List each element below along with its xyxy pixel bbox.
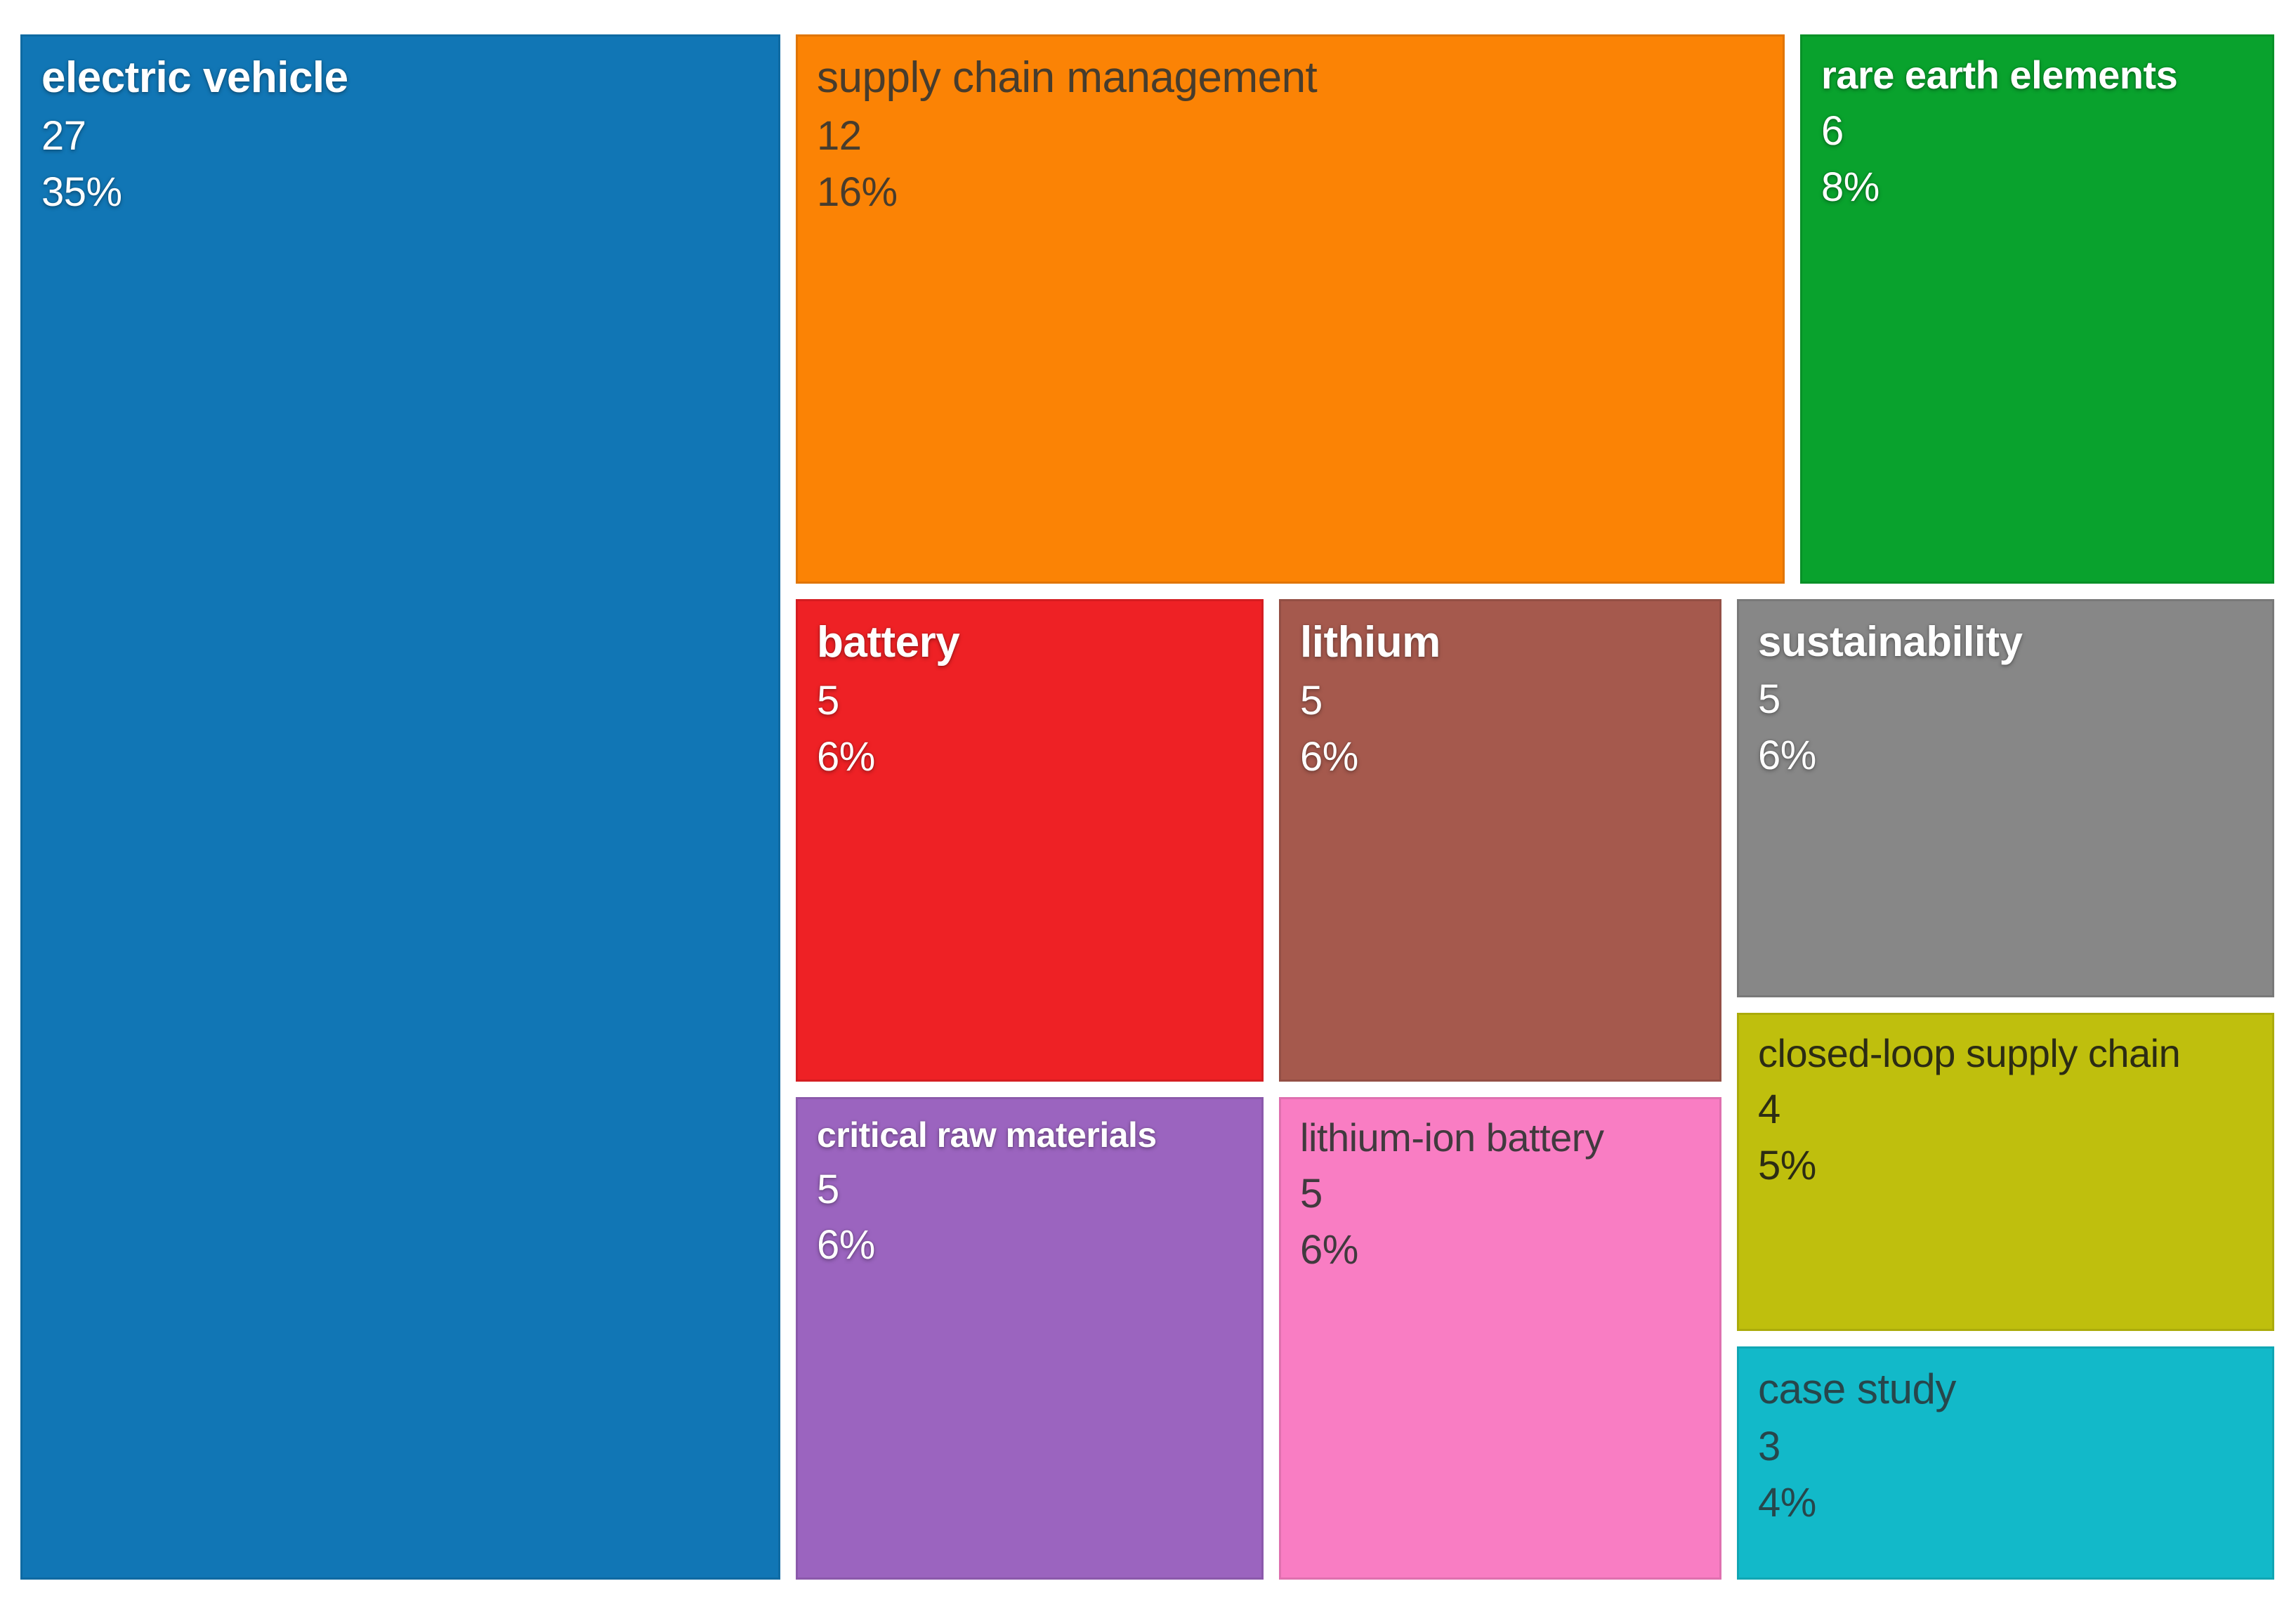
tile-percent: 8% bbox=[1821, 164, 1880, 211]
tile-count: 6 bbox=[1821, 108, 1844, 155]
treemap-tile-lithium-ion-battery[interactable]: lithium-ion battery 5 6% bbox=[1279, 1097, 1721, 1580]
tile-label: battery bbox=[817, 618, 960, 667]
tile-count: 5 bbox=[1300, 1171, 1323, 1217]
treemap-tile-electric-vehicle[interactable]: electric vehicle 27 35% bbox=[20, 34, 780, 1580]
treemap-tile-supply-chain-management[interactable]: supply chain management 12 16% bbox=[796, 34, 1785, 584]
treemap-tile-lithium[interactable]: lithium 5 6% bbox=[1279, 599, 1721, 1082]
tile-label: critical raw materials bbox=[817, 1115, 1157, 1155]
tile-count: 12 bbox=[817, 113, 862, 159]
treemap-tile-rare-earth-elements[interactable]: rare earth elements 6 8% bbox=[1800, 34, 2274, 584]
tile-label: lithium bbox=[1300, 618, 1441, 667]
tile-label: supply chain management bbox=[817, 53, 1318, 102]
tile-percent: 4% bbox=[1758, 1479, 1816, 1526]
tile-count: 27 bbox=[41, 113, 86, 159]
tile-label: rare earth elements bbox=[1821, 53, 2178, 97]
tile-percent: 6% bbox=[817, 734, 875, 780]
treemap-tile-closed-loop-supply-chain[interactable]: closed-loop supply chain 4 5% bbox=[1737, 1013, 2274, 1331]
tile-count: 3 bbox=[1758, 1424, 1780, 1469]
tile-count: 5 bbox=[817, 1166, 839, 1212]
treemap-tile-critical-raw-materials[interactable]: critical raw materials 5 6% bbox=[796, 1097, 1264, 1580]
tile-percent: 5% bbox=[1758, 1143, 1816, 1189]
tile-label: sustainability bbox=[1758, 618, 2023, 665]
tile-count: 5 bbox=[1300, 678, 1323, 724]
tile-count: 5 bbox=[817, 678, 839, 724]
treemap-tile-case-study[interactable]: case study 3 4% bbox=[1737, 1346, 2274, 1580]
tile-label: closed-loop supply chain bbox=[1758, 1031, 2181, 1075]
tile-percent: 16% bbox=[817, 169, 898, 216]
tile-percent: 6% bbox=[1300, 734, 1358, 780]
tile-percent: 6% bbox=[1300, 1227, 1358, 1273]
tile-label: case study bbox=[1758, 1365, 1956, 1412]
tile-label: electric vehicle bbox=[41, 53, 348, 102]
tile-count: 4 bbox=[1758, 1087, 1780, 1133]
tile-percent: 6% bbox=[817, 1222, 875, 1268]
tile-count: 5 bbox=[1758, 676, 1780, 722]
tile-label: lithium-ion battery bbox=[1300, 1115, 1604, 1160]
treemap-tile-sustainability[interactable]: sustainability 5 6% bbox=[1737, 599, 2274, 997]
tile-percent: 6% bbox=[1758, 732, 1816, 778]
tile-percent: 35% bbox=[41, 169, 122, 216]
treemap-tile-battery[interactable]: battery 5 6% bbox=[796, 599, 1264, 1082]
